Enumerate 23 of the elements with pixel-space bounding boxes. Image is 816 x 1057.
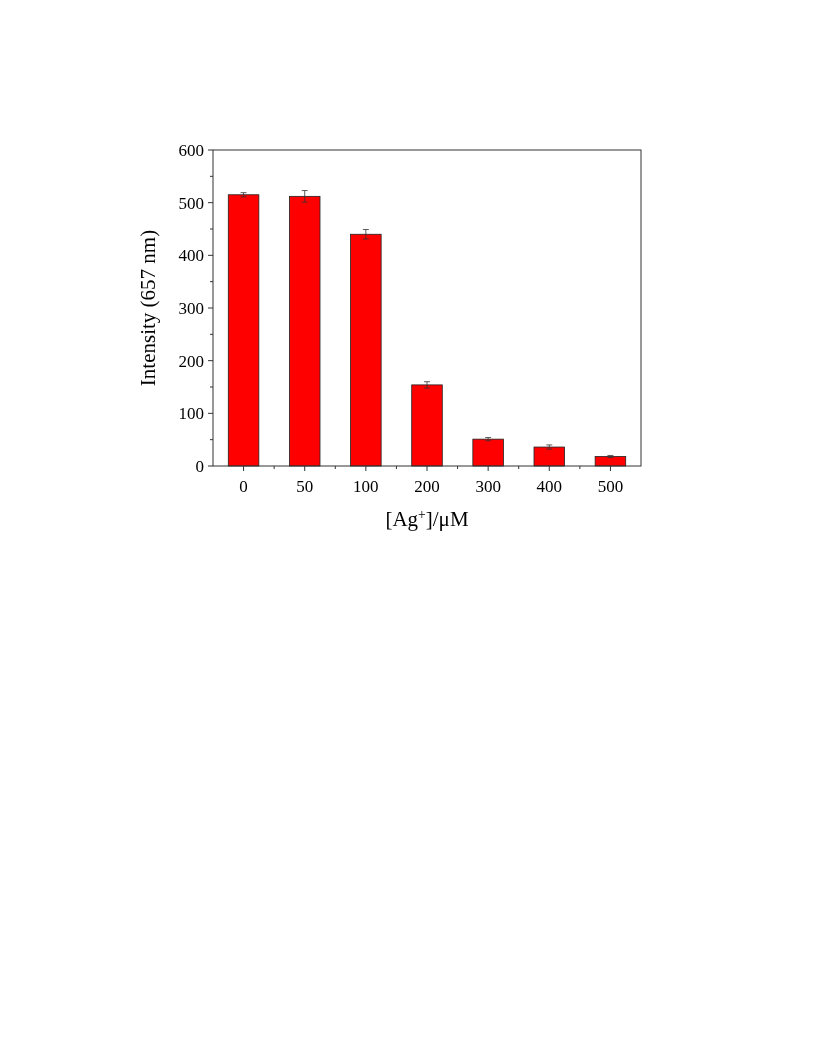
- x-tick-label: 50: [296, 477, 314, 496]
- y-tick-label: 200: [178, 351, 204, 371]
- y-tick-label: 300: [178, 298, 204, 318]
- x-tick-label: 500: [597, 477, 624, 496]
- y-tick-label: 0: [195, 456, 204, 476]
- bar: [227, 194, 260, 467]
- y-tick-label: 600: [178, 140, 204, 160]
- bar: [411, 384, 443, 467]
- x-tick-label: 300: [475, 477, 501, 496]
- y-tick-label: 500: [178, 193, 204, 213]
- y-axis-title: Intensity (657 nm): [136, 229, 160, 387]
- bar: [350, 233, 382, 467]
- x-tick-label: 0: [239, 477, 248, 496]
- bar: [533, 446, 565, 467]
- x-tick-label: 400: [536, 477, 563, 496]
- y-tick-label: 100: [178, 404, 204, 424]
- y-tick-label: 400: [178, 246, 204, 266]
- bar: [594, 456, 627, 467]
- x-tick-label: 200: [414, 477, 440, 496]
- x-tick-label: 100: [353, 477, 379, 496]
- bar: [289, 195, 321, 467]
- bar: [472, 438, 504, 467]
- x-axis-title: [Ag$^{+}$]/μM: [385, 506, 469, 531]
